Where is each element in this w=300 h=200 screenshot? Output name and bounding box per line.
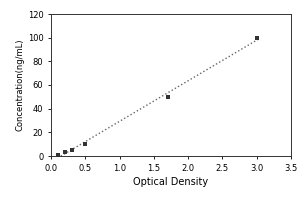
Point [165, 95, 170, 98]
X-axis label: Optical Density: Optical Density [134, 177, 208, 187]
Point [69, 148, 74, 152]
Y-axis label: Concentration(ng/mL): Concentration(ng/mL) [16, 39, 25, 131]
Point [56, 153, 60, 156]
Point [62, 151, 67, 154]
Point [254, 36, 259, 39]
Point [83, 143, 88, 146]
